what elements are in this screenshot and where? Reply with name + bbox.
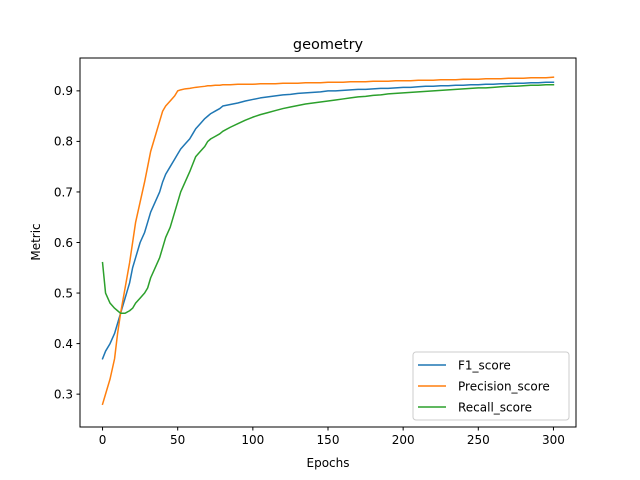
y-tick-label: 0.7 [54, 185, 73, 199]
x-tick-label: 150 [317, 433, 340, 447]
series-line-precision-score [101, 76, 555, 406]
y-tick-label: 0.8 [54, 135, 73, 149]
y-axis-ticks: 0.3 0.4 0.5 0.6 0.7 0.8 0.9 [54, 84, 80, 401]
x-axis-label: Epochs [307, 456, 350, 470]
legend: F1_score Precision_score Recall_score [412, 351, 570, 421]
x-tick-label: 0 [99, 433, 107, 447]
y-tick-label: 0.9 [54, 84, 73, 98]
x-axis-ticks: 0 50 100 150 200 250 300 [99, 427, 565, 447]
series-layer [101, 76, 555, 406]
y-axis-label: Metric [29, 223, 43, 260]
legend-label: Precision_score [458, 380, 550, 394]
x-tick-label: 100 [241, 433, 264, 447]
y-tick-label: 0.6 [54, 236, 73, 250]
chart-title: geometry [293, 37, 364, 53]
x-tick-label: 250 [467, 433, 490, 447]
series-line-f1-score [101, 81, 555, 360]
x-tick-label: 300 [542, 433, 565, 447]
legend-box [412, 351, 570, 421]
legend-label: F1_score [458, 359, 511, 373]
series-line-recall-score [101, 84, 555, 315]
x-tick-label: 50 [170, 433, 185, 447]
y-tick-label: 0.3 [54, 387, 73, 401]
x-tick-label: 200 [392, 433, 415, 447]
y-tick-label: 0.5 [54, 286, 73, 300]
legend-label: Recall_score [458, 401, 532, 415]
y-tick-label: 0.4 [54, 337, 73, 351]
